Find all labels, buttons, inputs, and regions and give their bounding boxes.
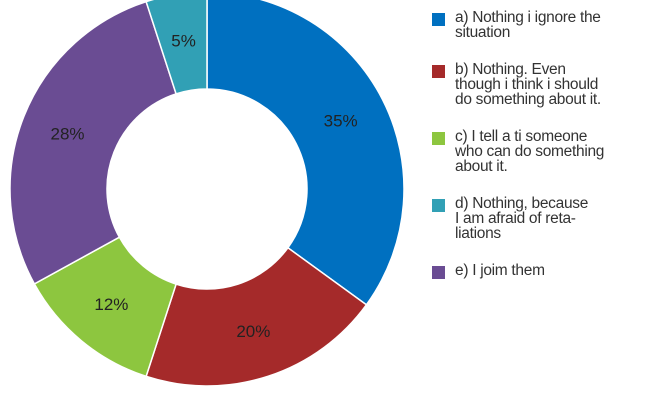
legend-swatch-e bbox=[432, 266, 445, 279]
donut-value-labels: 35% 20% 12% 28% 5% bbox=[51, 31, 358, 341]
legend-label-c: c) I tell a ti someone who can do somethi… bbox=[455, 128, 605, 175]
donut-slice-d bbox=[145, 0, 208, 95]
legend-swatch-c bbox=[432, 132, 445, 145]
slice-value-label-e: 28% bbox=[51, 124, 85, 143]
legend-label-b: b) Nothing. Even though i think i should d… bbox=[455, 61, 601, 108]
donut-slice-a bbox=[206, 0, 405, 306]
donut-slice-e bbox=[9, 0, 178, 285]
chart-legend: a) Nothing i ignore the situation b) Nothi… bbox=[432, 10, 647, 300]
slice-value-label-a: 35% bbox=[324, 111, 358, 130]
legend-swatch-b bbox=[432, 65, 445, 78]
legend-item-a: a) Nothing i ignore the situation bbox=[432, 10, 647, 40]
legend-swatch-d bbox=[432, 199, 445, 212]
donut-slice-b bbox=[145, 246, 368, 387]
legend-item-c: c) I tell a ti someone who can do somethi… bbox=[432, 129, 647, 174]
legend-item-e: e) I joim them bbox=[432, 262, 647, 279]
legend-label-e: e) I joim them bbox=[455, 262, 545, 279]
donut-slices bbox=[9, 0, 405, 387]
legend-item-d: d) Nothing, because I am afraid of reta-l… bbox=[432, 196, 647, 241]
slice-value-label-c: 12% bbox=[94, 295, 128, 314]
legend-label-a: a) Nothing i ignore the situation bbox=[455, 9, 601, 41]
legend-item-b: b) Nothing. Even though i think i should d… bbox=[432, 62, 647, 107]
legend-swatch-a bbox=[432, 13, 445, 26]
slice-value-label-b: 20% bbox=[236, 322, 270, 341]
legend-label-d: d) Nothing, because I am afraid of reta-l… bbox=[455, 195, 589, 242]
slice-value-label-d: 5% bbox=[171, 31, 196, 50]
